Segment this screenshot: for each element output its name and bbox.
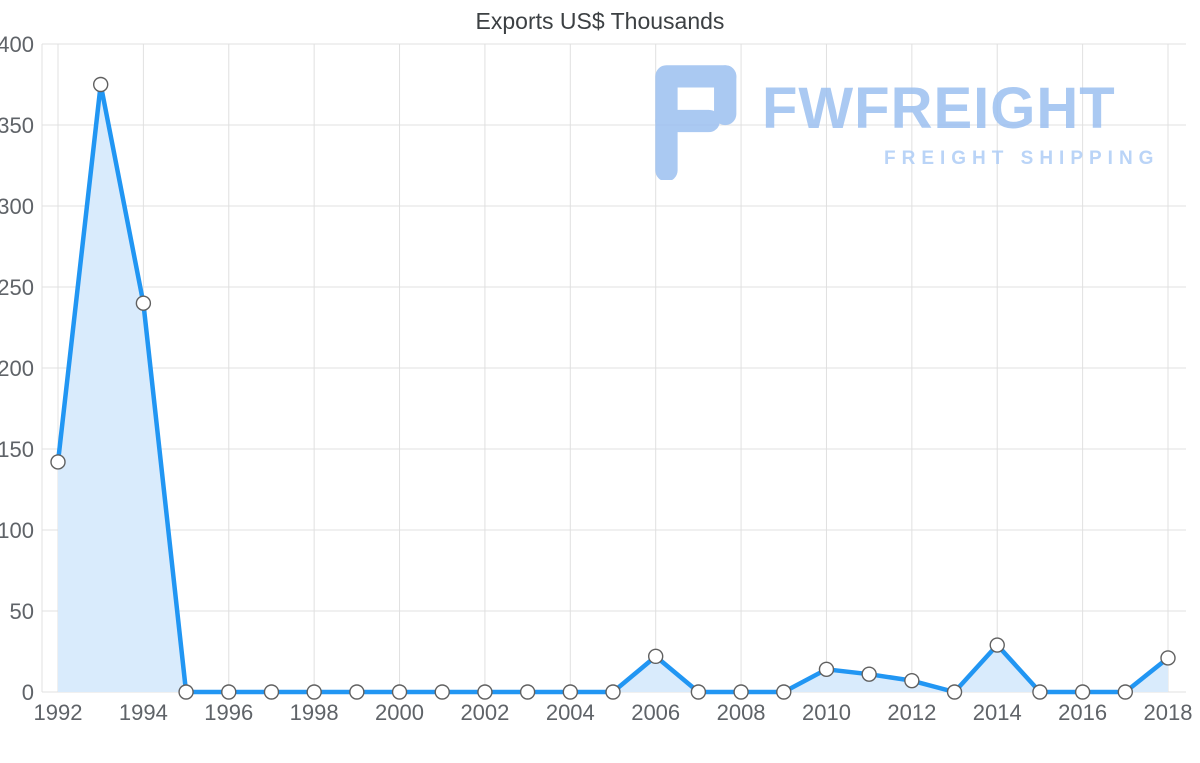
y-axis-tick-label: 0 <box>22 680 34 705</box>
x-axis-tick-label: 2014 <box>973 700 1022 725</box>
data-point-marker <box>477 684 493 700</box>
y-axis-tick-label: 50 <box>10 599 34 624</box>
x-axis-tick-label: 2016 <box>1058 700 1107 725</box>
data-point-marker <box>349 684 365 700</box>
data-point-marker <box>519 684 536 700</box>
x-axis-tick-label: 2002 <box>460 700 509 725</box>
chart-title: Exports US$ Thousands <box>475 8 725 34</box>
y-axis-tick-label: 250 <box>0 275 34 300</box>
data-point-marker <box>818 661 835 678</box>
x-axis-tick-label: 2000 <box>375 700 424 725</box>
x-axis-tick-label: 2008 <box>717 700 766 725</box>
x-axis-tick-label: 1992 <box>34 700 83 725</box>
data-point-marker <box>263 684 280 700</box>
data-point-marker <box>50 454 66 470</box>
data-point-marker <box>647 648 664 665</box>
data-point-marker <box>904 672 920 689</box>
data-point-marker <box>1160 650 1176 666</box>
data-line <box>55 82 1171 695</box>
x-axis-tick-label: 1996 <box>204 700 253 725</box>
x-axis-tick-label: 1998 <box>290 700 339 725</box>
data-point-marker <box>989 637 1005 653</box>
data-point-marker <box>221 684 237 700</box>
y-axis-tick-label: 150 <box>0 437 34 462</box>
y-axis-tick-label: 300 <box>0 194 34 219</box>
data-point-marker <box>391 684 408 700</box>
data-point-marker <box>562 684 579 700</box>
data-point-marker <box>92 76 109 93</box>
y-axis-tick-label: 350 <box>0 113 34 138</box>
y-axis-tick-label: 100 <box>0 518 34 543</box>
x-axis-tick-label: 2018 <box>1144 700 1193 725</box>
data-point-marker <box>733 684 749 700</box>
data-point-marker <box>135 295 152 311</box>
x-axis-tick-label: 2012 <box>887 700 936 725</box>
x-axis-tick-label: 2010 <box>802 700 851 725</box>
x-axis-tick-label: 2004 <box>546 700 595 725</box>
data-point-marker <box>306 684 322 700</box>
data-point-marker <box>776 684 792 700</box>
data-point-marker <box>1074 684 1091 700</box>
data-point-marker <box>690 684 707 700</box>
x-axis-tick-label: 2006 <box>631 700 680 725</box>
y-axis-tick-label: 200 <box>0 356 34 381</box>
data-point-marker <box>1117 684 1134 700</box>
data-point-marker <box>1032 684 1048 700</box>
data-point-marker <box>605 684 621 700</box>
data-point-marker <box>861 666 877 682</box>
data-point-marker <box>946 684 963 700</box>
area-fill <box>58 84 1168 692</box>
data-point-marker <box>434 684 450 700</box>
y-axis-tick-label: 400 <box>0 32 34 57</box>
data-point-marker <box>178 684 194 700</box>
x-axis-tick-label: 1994 <box>119 700 168 725</box>
